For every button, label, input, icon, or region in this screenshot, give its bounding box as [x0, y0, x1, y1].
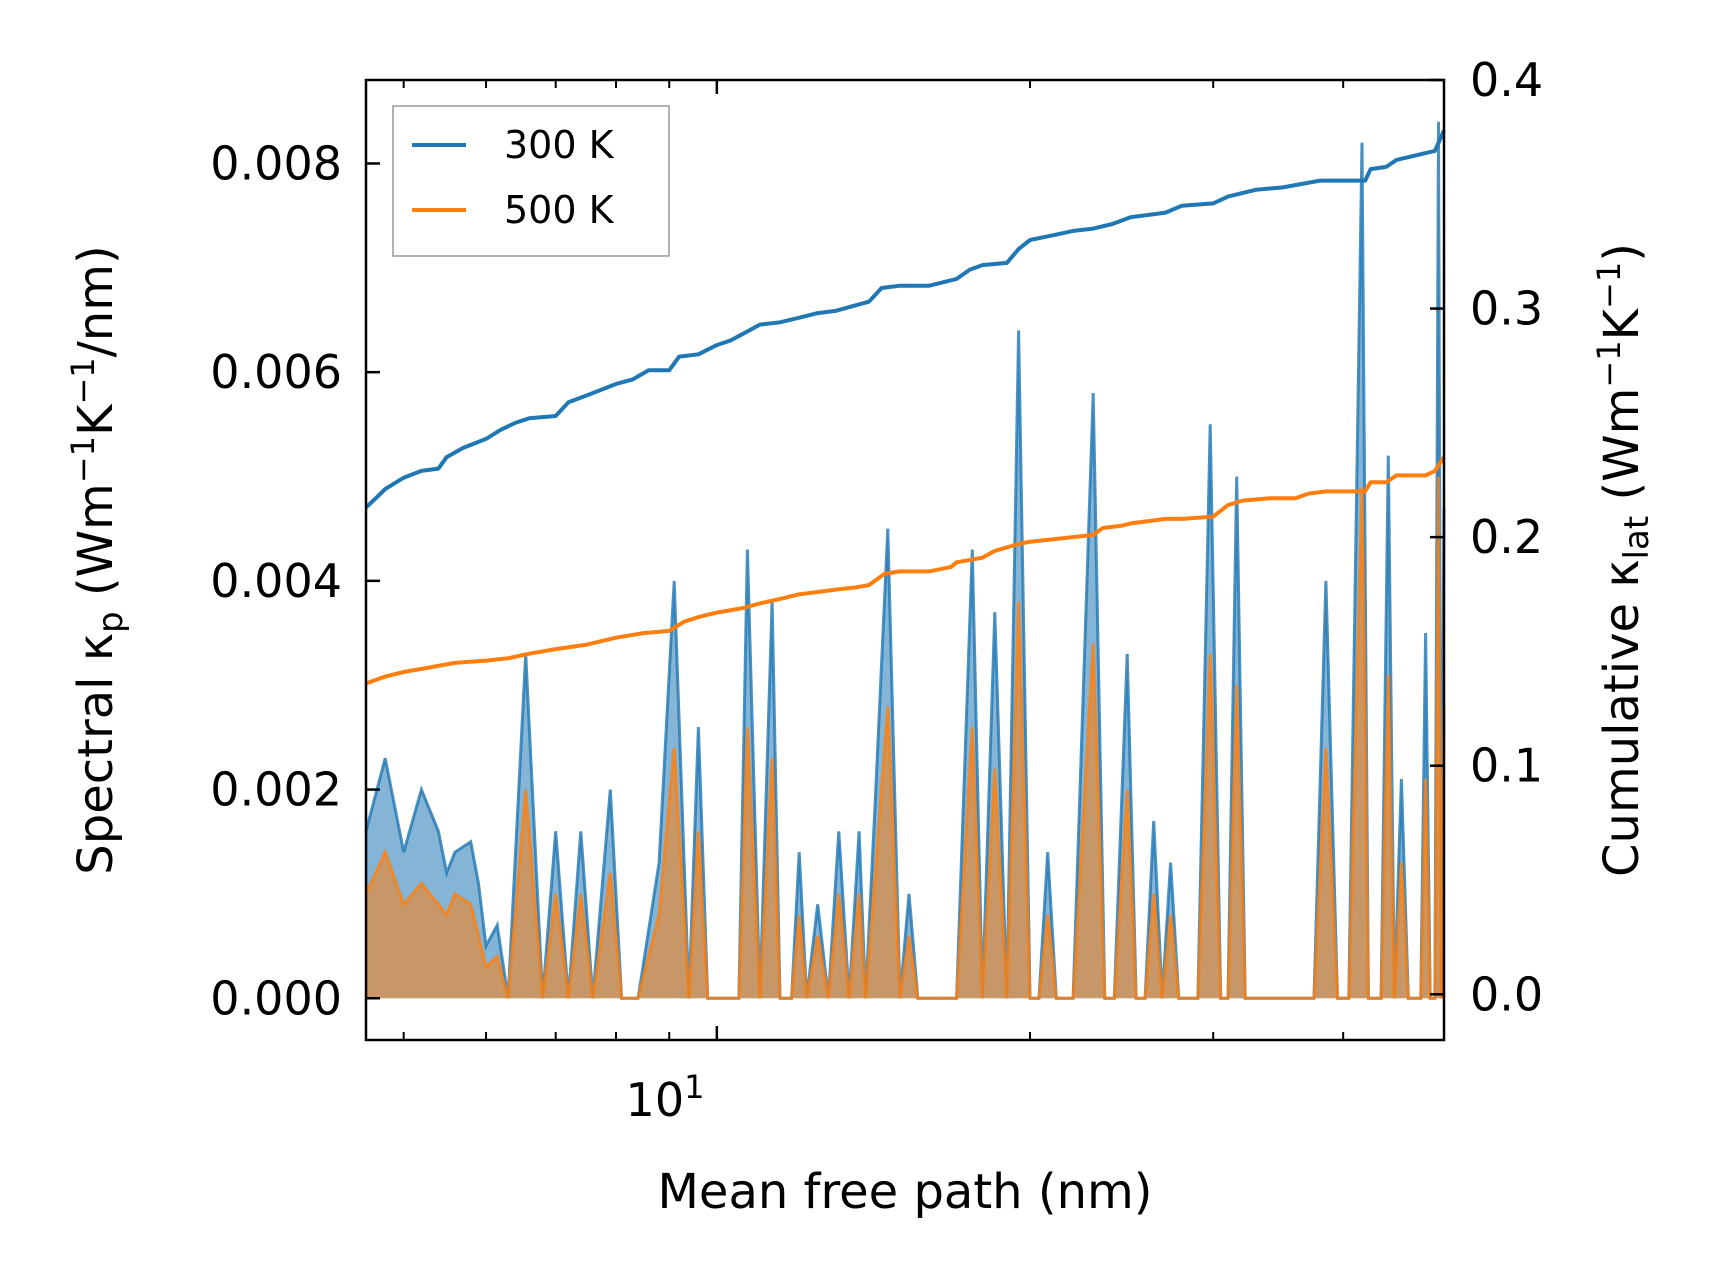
spectral-area-500k [366, 476, 1444, 999]
right-y-tick-label: 0.0 [1470, 967, 1543, 1021]
ticks-layer: 0.000 0.002 0.004 0.006 0.008 0.0 0.1 0.2 0.3 0.4 [210, 53, 1543, 1040]
x-tick-label: 101 [626, 1068, 705, 1127]
left-y-tick-label: 0.002 [210, 763, 342, 817]
left-axis-label: Spectral κp (Wm−1K−1/nm) [64, 245, 131, 874]
plot-area [364, 121, 1446, 1000]
legend-label-300k: 300 K [504, 123, 615, 167]
cumulative-line-300k [364, 129, 1446, 509]
axes-frame [364, 78, 1446, 1042]
left-y-tick-label: 0.008 [210, 136, 342, 190]
right-y-tick-label: 0.3 [1470, 282, 1543, 336]
cumulative-line-500k [365, 455, 1446, 686]
right-axis-label: Cumulative κlat (Wm−1K−1) [1590, 243, 1657, 877]
right-y-tick-label: 0.4 [1470, 53, 1543, 107]
x-axis-label: Mean free path (nm) [658, 1164, 1153, 1220]
legend: 300 K 500 K [392, 105, 670, 257]
right-y-tick-label: 0.2 [1470, 510, 1543, 564]
left-y-tick-label: 0.006 [210, 345, 342, 399]
left-y-tick-label: 0.004 [210, 554, 342, 608]
spectral-line-500k [364, 476, 1446, 1000]
legend-label-500k: 500 K [504, 188, 615, 232]
left-y-tick-label: 0.000 [210, 971, 342, 1025]
right-y-tick-label: 0.1 [1470, 739, 1543, 793]
legend-box [392, 105, 670, 257]
